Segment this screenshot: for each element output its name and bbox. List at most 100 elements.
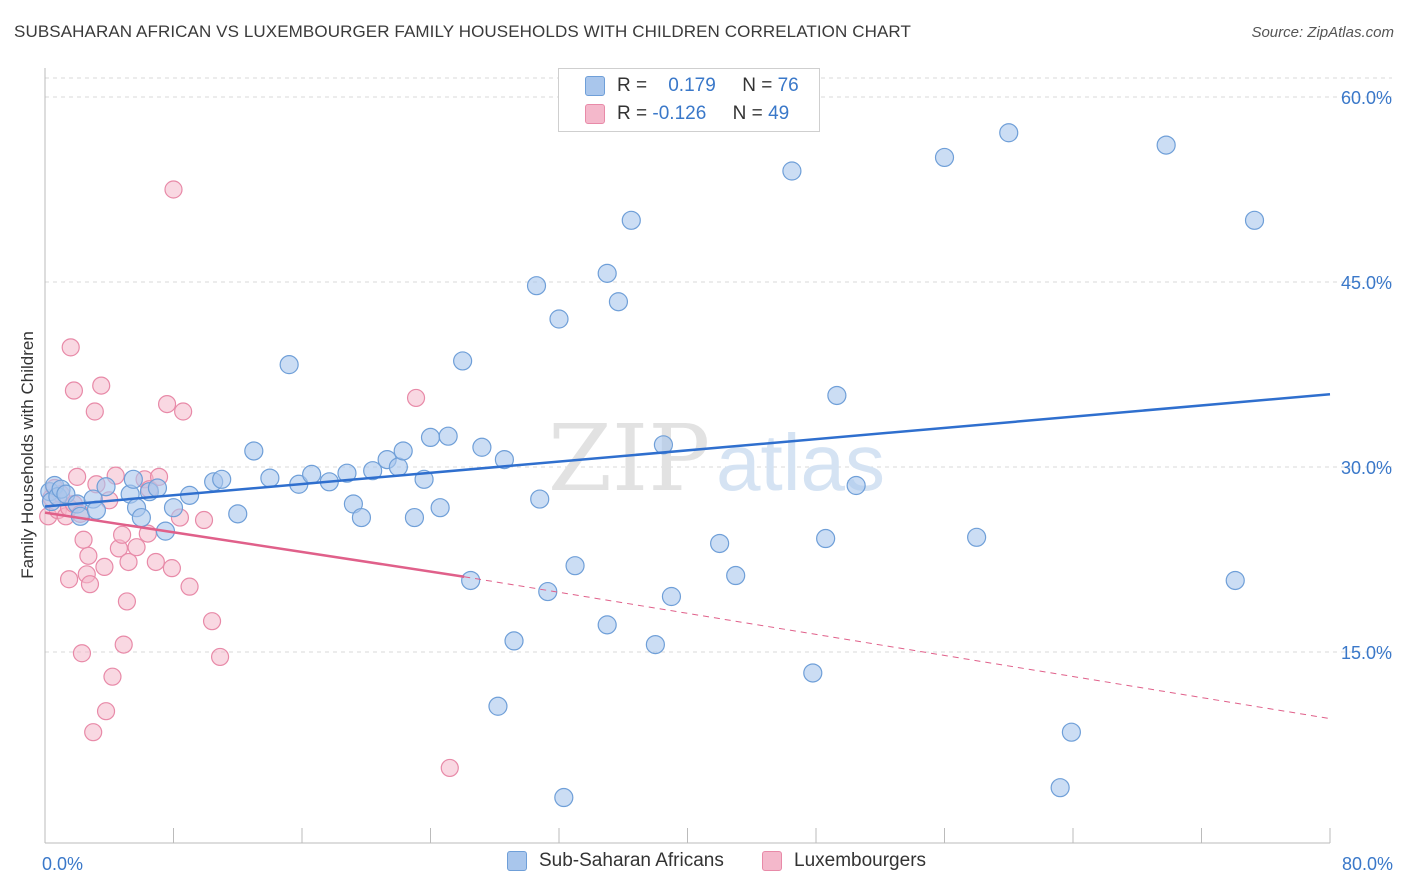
y-tick-label: 45.0% [1341,273,1392,293]
luxembourger-point [95,557,114,577]
subsaharan-point [645,634,665,655]
legend-n-label: N = [742,75,773,96]
subsaharan-point [1156,135,1176,155]
subsaharan-point [404,507,425,528]
luxembourger-point [80,575,100,594]
gridlines [45,77,1392,653]
legend-row-luxembourger: R = -0.126 N = 49 [585,102,789,126]
subsaharan-point [337,463,357,483]
subsaharan-point [96,477,116,497]
subsaharan-point [461,570,481,591]
luxembourger-point [59,570,79,589]
subsaharan-point [1050,778,1070,798]
subsaharan-point [430,498,450,518]
subsaharan-point [661,586,682,607]
subsaharan-point [123,469,143,489]
legend-swatch-blue [507,851,527,871]
luxembourger-point [112,525,132,544]
subsaharan-point [621,210,641,230]
subsaharan-point [803,663,823,683]
subsaharan-point [816,528,836,549]
luxembourger-point [146,552,165,572]
subsaharan-point [472,437,492,457]
luxembourger-point [164,180,183,199]
y-tick-label: 60.0% [1341,88,1392,108]
legend-r-label: R = [617,103,648,124]
legend-n-value: 49 [768,103,790,124]
luxembourger-point [103,667,122,686]
watermark-zip: ZIP [548,405,710,512]
subsaharan-point [565,556,585,576]
luxembourger-trend-line [44,511,465,579]
subsaharan-point [131,507,151,528]
subsaharan-trend-line [44,392,1331,508]
luxembourger-point [127,538,146,557]
subsaharan-point [147,478,168,498]
chart-title: SUBSAHARAN AFRICAN VS LUXEMBOURGER FAMIL… [14,22,911,41]
legend-swatch-pink [762,851,782,871]
y-tick-label: 15.0% [1341,643,1392,663]
subsaharan-point [494,450,514,470]
legend-row-subsaharan: R = 0.179 N = 76 [585,74,799,98]
watermark: ZIP atlas [548,405,885,512]
subsaharan-point [934,147,955,168]
subsaharan-point [530,489,550,509]
subsaharan-point [999,123,1019,143]
subsaharan-point [554,787,574,808]
subsaharan-point [782,161,802,181]
legend-r-value: 0.179 [668,75,716,96]
luxembourger-point [202,612,222,631]
legend-label-luxembourger: Luxembourgers [794,850,927,871]
subsaharan-point [279,355,299,375]
subsaharan-point [1061,722,1081,742]
luxembourger-point [84,723,103,742]
luxembourger-point [114,635,133,654]
subsaharan-point [86,500,107,520]
subsaharan-point [726,565,746,586]
x-tick-label: 80.0% [1342,854,1393,874]
subsaharan-point [363,461,383,481]
luxembourger-point [162,559,181,578]
legend-n-label: N = [732,103,763,124]
axes [44,68,1331,844]
legend-swatch-blue [585,76,605,96]
subsaharan-point [228,504,248,524]
trend-lines [44,392,1331,720]
subsaharan-point [212,469,232,489]
subsaharan-point [967,527,987,547]
luxembourger-point [64,381,84,400]
luxembourger-point [96,702,116,721]
luxembourger-point [117,592,137,611]
legend-swatch-pink [585,104,605,124]
subsaharan-point [504,631,524,651]
subsaharan-point [526,276,547,296]
subsaharan-point [1225,570,1245,591]
luxembourger-point [406,388,426,408]
subsaharan-point [438,426,458,446]
subsaharan-point [302,464,322,484]
legend-label-subsaharan: Sub-Saharan Africans [539,850,724,871]
legend-n-value: 76 [777,75,799,96]
correlation-legend: R = 0.179 N = 76 R = -0.126 N = 49 [558,68,820,132]
luxembourger-point [92,376,111,395]
luxembourger-point [180,577,199,596]
luxembourger-point [194,510,214,530]
luxembourger-trend-extension [464,576,1331,720]
x-tick-label: 0.0% [42,854,83,874]
subsaharan-point [488,696,508,716]
luxembourger-point [440,758,459,778]
luxembourger-point [68,467,87,486]
luxembourger-point [79,546,98,565]
y-tick-label: 30.0% [1341,458,1392,478]
subsaharan-point [163,498,184,518]
subsaharan-point [453,351,473,371]
legend-item-subsaharan: Sub-Saharan Africans [507,850,724,872]
subsaharan-point [597,263,617,283]
subsaharan-point [260,468,280,488]
subsaharan-point [597,615,617,635]
luxembourger-point [210,647,230,667]
subsaharan-point [420,427,441,447]
legend-r-value: -0.126 [652,103,707,124]
luxembourger-point [157,395,177,414]
